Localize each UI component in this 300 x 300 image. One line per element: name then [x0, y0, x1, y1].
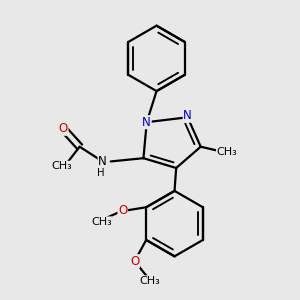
- Text: CH₃: CH₃: [139, 276, 160, 286]
- Text: O: O: [118, 204, 127, 217]
- Text: CH₃: CH₃: [217, 147, 237, 157]
- Text: N: N: [98, 155, 107, 168]
- Text: N: N: [183, 109, 192, 122]
- Text: O: O: [59, 122, 68, 135]
- Text: CH₃: CH₃: [51, 161, 72, 171]
- Text: O: O: [130, 255, 140, 268]
- Text: CH₃: CH₃: [91, 217, 112, 227]
- Text: H: H: [97, 168, 105, 178]
- Text: N: N: [142, 116, 151, 129]
